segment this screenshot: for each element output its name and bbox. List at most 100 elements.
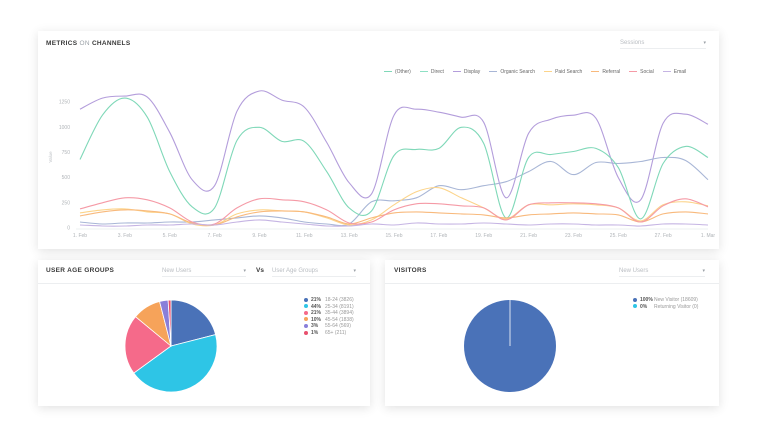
x-tick-label: 7. Feb <box>207 233 221 239</box>
metrics-dropdown[interactable]: Sessions ▾ <box>620 38 706 49</box>
x-tick-label: 23. Feb <box>565 233 582 239</box>
series-line[interactable] <box>79 186 709 227</box>
legend-swatch <box>384 71 392 73</box>
pie-slice[interactable] <box>167 299 172 347</box>
pie-legend-item[interactable]: 1% 65+ (211) <box>304 330 354 337</box>
divider <box>385 283 719 284</box>
y-tick-label: 750 <box>62 150 71 156</box>
chevron-down-icon: ▾ <box>353 268 356 274</box>
legend-percent: 10% <box>311 316 322 323</box>
metrics-card: Metrics on Channels Sessions ▾ (Other) Di… <box>38 31 719 249</box>
metrics-legend: (Other) Direct Display Organic Search Paid S… <box>384 69 695 75</box>
age-pie-legend: 21% 18-24 (3826) 44% 25-34 (8191) 21% 35-44 (… <box>304 297 354 337</box>
age-dropdown-dimension-value: User Age Groups <box>272 268 319 274</box>
legend-swatch <box>452 71 461 73</box>
legend-swatch <box>419 71 428 73</box>
pie-legend-item[interactable]: 10% 45-54 (1838) <box>304 317 354 324</box>
legend-dot <box>633 297 637 302</box>
series-line[interactable] <box>79 90 709 203</box>
visitors-pie-legend: 100%New Visitor (18609) 0% Returning Visit… <box>633 297 698 310</box>
legend-count: (0) <box>692 303 699 310</box>
chevron-down-icon: ▾ <box>702 268 705 274</box>
y-tick-label: 0 <box>67 226 70 232</box>
legend-percent: 21% <box>311 297 322 303</box>
legend-label: Paid Search <box>555 69 583 75</box>
series-line[interactable] <box>79 219 709 227</box>
legend-percent: 100% <box>640 297 653 303</box>
legend-item[interactable]: (Other) <box>384 69 411 75</box>
series-line[interactable] <box>79 197 709 226</box>
legend-label: Display <box>463 69 481 75</box>
series-line[interactable] <box>79 209 709 226</box>
legend-count: (569) <box>339 323 351 330</box>
legend-dot <box>304 297 308 302</box>
x-tick-label: 1. Mar <box>701 233 716 239</box>
legend-percent: 3% <box>311 323 319 330</box>
x-tick-label: 5. Feb <box>163 233 177 239</box>
legend-count: (1838) <box>339 316 354 323</box>
legend-label: 35-44 <box>325 310 340 317</box>
metrics-title-on: on <box>79 40 90 47</box>
legend-dot <box>304 324 308 329</box>
legend-count: (8191) <box>339 303 354 310</box>
legend-count: (18609) <box>680 297 698 303</box>
pie-legend-item[interactable]: 0% Returning Visitor (0) <box>633 304 698 311</box>
age-groups-title: User Age Groups <box>46 267 115 274</box>
x-tick-label: 27. Feb <box>655 233 672 239</box>
x-tick-label: 9. Feb <box>252 233 266 239</box>
x-tick-label: 1. Feb <box>73 233 87 239</box>
x-tick-label: 3. Feb <box>118 233 132 239</box>
legend-label: Returning Visitor <box>654 303 693 310</box>
pie-slice[interactable] <box>170 299 217 347</box>
legend-item[interactable]: Display <box>452 69 481 75</box>
legend-item[interactable]: Referral <box>591 69 620 75</box>
legend-item[interactable]: Paid Search <box>544 69 582 75</box>
metrics-title-rest: Channels <box>91 40 131 47</box>
x-tick-label: 17. Feb <box>430 233 447 239</box>
legend-label: New Visitor <box>654 297 681 303</box>
x-tick-label: 11. Feb <box>296 233 313 239</box>
legend-dot <box>304 330 308 335</box>
pie-legend-item[interactable]: 21% 18-24 (3826) <box>304 297 354 304</box>
legend-item[interactable]: Organic Search <box>489 69 535 75</box>
legend-count: (211) <box>334 329 347 336</box>
legend-label: 25-34 <box>325 303 340 310</box>
pie-slice[interactable] <box>124 316 172 374</box>
legend-label: 18-24 <box>325 297 340 303</box>
y-tick-label: 500 <box>62 175 71 181</box>
y-tick-label: 1250 <box>59 100 70 106</box>
visitors-dropdown[interactable]: New Users ▾ <box>619 266 705 277</box>
age-dropdown-dimension[interactable]: User Age Groups ▾ <box>272 266 356 277</box>
legend-percent: 0% <box>640 303 648 310</box>
chevron-down-icon: ▾ <box>703 40 706 46</box>
y-axis-label: Value <box>48 151 53 163</box>
legend-label: Social <box>640 69 654 75</box>
vs-label: Vs <box>256 267 264 274</box>
legend-percent: 1% <box>311 329 319 336</box>
series-line[interactable] <box>79 156 709 227</box>
legend-dot <box>304 304 308 309</box>
age-dropdown-metric[interactable]: New Users ▾ <box>162 266 246 277</box>
legend-item[interactable]: Social <box>629 69 654 75</box>
y-tick-label: 1000 <box>59 125 70 131</box>
pie-legend-item[interactable]: 44% 25-34 (8191) <box>304 304 354 311</box>
legend-item[interactable]: Direct <box>419 69 444 75</box>
x-tick-label: 21. Feb <box>520 233 537 239</box>
age-pie-chart <box>124 299 218 393</box>
y-tick-label: 250 <box>62 200 71 206</box>
series-line[interactable] <box>79 97 709 220</box>
pie-legend-item[interactable]: 21% 35-44 (3894) <box>304 310 354 317</box>
pie-legend-item[interactable]: 3% 55-64 (569) <box>304 323 354 330</box>
visitors-dropdown-value: New Users <box>619 268 649 274</box>
metrics-line-chart: 0 250 500 750 1000 1250 Value 1. Feb 3. Feb 5. Fe… <box>48 90 716 239</box>
legend-label: Direct <box>430 69 444 75</box>
legend-percent: 44% <box>311 303 322 310</box>
x-tick-label: 13. Feb <box>341 233 358 239</box>
legend-swatch <box>629 71 638 73</box>
pie-legend-item[interactable]: 100%New Visitor (18609) <box>633 297 698 304</box>
metrics-dropdown-value: Sessions <box>620 40 645 46</box>
visitors-card: Visitors New Users ▾ 100%New Visitor (18… <box>385 260 719 406</box>
legend-item[interactable]: Email <box>662 69 686 75</box>
pie-slice[interactable] <box>133 334 218 393</box>
legend-swatch <box>662 71 671 73</box>
